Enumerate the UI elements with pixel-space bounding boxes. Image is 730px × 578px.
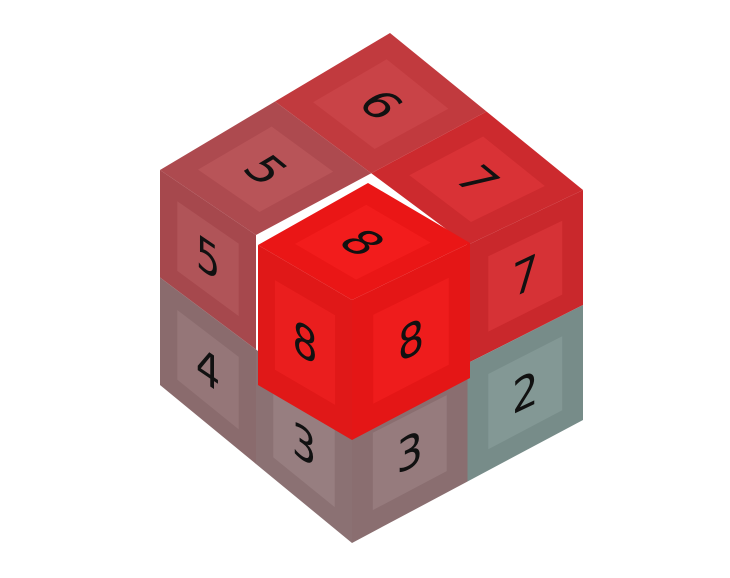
tile-inner[interactable]	[294, 204, 431, 280]
tile-inner[interactable]	[273, 383, 335, 508]
tile-inner[interactable]	[274, 280, 336, 405]
tile-inner[interactable]	[373, 277, 449, 404]
tile-number[interactable]: 7	[512, 243, 538, 310]
tile-number[interactable]: 3	[397, 419, 423, 486]
tile-inner[interactable]	[488, 220, 563, 332]
tile-inner[interactable]	[409, 136, 545, 222]
tile-number[interactable]: 2	[512, 359, 538, 426]
tile-inner[interactable]	[177, 310, 239, 430]
tile-inner[interactable]	[197, 126, 334, 212]
tile-number[interactable]: 8	[398, 307, 424, 374]
tile-inner[interactable]	[313, 59, 449, 150]
tile-inner[interactable]	[372, 395, 447, 511]
tile-inner[interactable]	[177, 201, 239, 317]
tile-inner[interactable]	[488, 336, 563, 450]
